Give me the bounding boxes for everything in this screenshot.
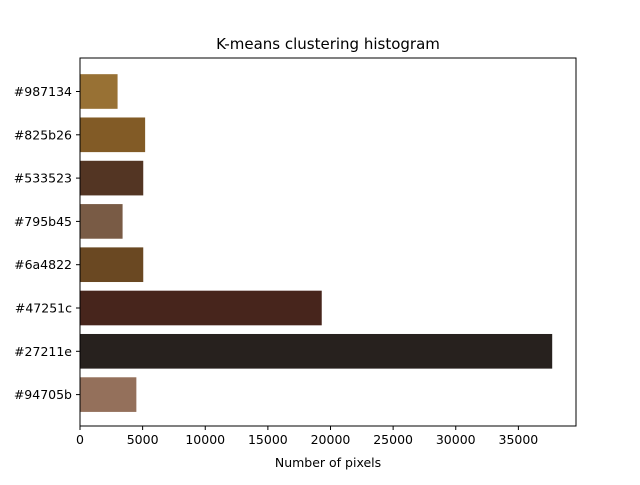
x-axis-label: Number of pixels	[275, 455, 381, 470]
bar-1	[80, 117, 146, 153]
bar-0	[80, 74, 118, 109]
chart-title: K-means clustering histogram	[216, 35, 440, 53]
bar-3	[80, 204, 123, 239]
plot-frame	[79, 57, 577, 427]
x-tick-label-1: 5000	[127, 432, 159, 447]
bar-4	[80, 247, 144, 283]
bar-5	[80, 290, 322, 326]
bar-2	[80, 160, 144, 196]
bar-7	[80, 377, 137, 412]
x-tick-label-5: 25000	[373, 432, 413, 447]
y-axis: #987134 #825b26 #533523 #795b45 #6a4822 #4725…	[14, 84, 80, 402]
y-tick-label-0: #987134	[14, 84, 72, 99]
bars-layer	[80, 74, 553, 412]
x-tick-label-7: 35000	[499, 432, 539, 447]
x-tick-label-2: 10000	[185, 432, 225, 447]
x-axis: 0 5000 10000 15000 20000 25000 30000 35000	[76, 426, 538, 447]
y-tick-label-6: #27211e	[14, 344, 72, 359]
y-tick-label-1: #825b26	[14, 127, 72, 142]
y-tick-label-2: #533523	[14, 171, 72, 186]
x-tick-label-0: 0	[76, 432, 84, 447]
y-tick-label-4: #6a4822	[14, 257, 72, 272]
x-tick-label-6: 30000	[436, 432, 476, 447]
y-tick-label-7: #94705b	[14, 387, 72, 402]
y-tick-label-3: #795b45	[14, 214, 72, 229]
y-tick-label-5: #47251c	[15, 301, 72, 316]
x-tick-label-4: 20000	[311, 432, 351, 447]
bar-6	[80, 333, 553, 369]
x-tick-label-3: 15000	[248, 432, 288, 447]
